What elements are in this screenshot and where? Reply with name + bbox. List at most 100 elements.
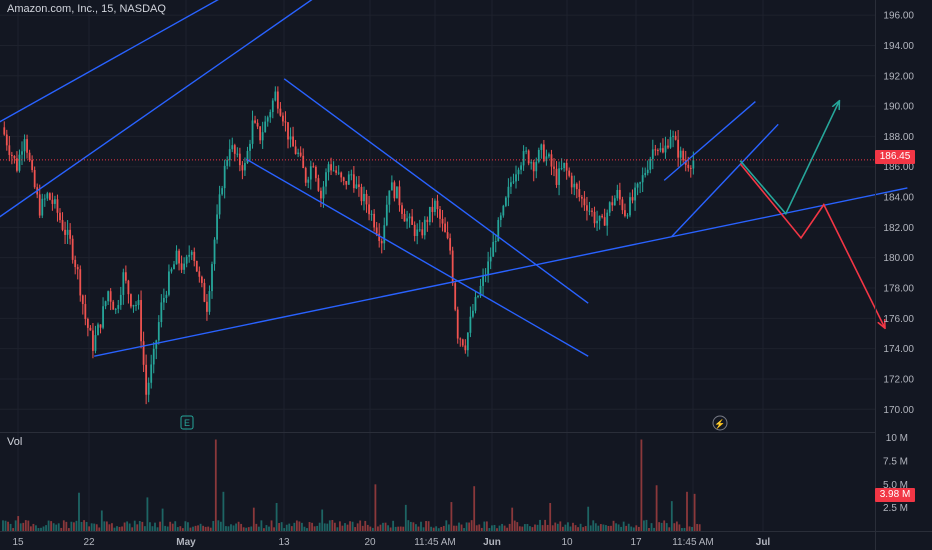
time-axis[interactable]: 15 22 May 13 20 11:45 AM Jun 10 17 11:45 AM Jul	[12, 537, 770, 548]
candle-body	[142, 341, 145, 365]
volume-bar	[255, 523, 258, 531]
rising-support[interactable]	[94, 187, 908, 357]
candle-body	[332, 170, 335, 172]
volume-tick-label: 5.0 M	[883, 480, 908, 491]
drawings[interactable]	[0, 0, 908, 357]
rising-wedge-top[interactable]	[663, 101, 756, 181]
volume-bar	[52, 523, 55, 531]
volume-bar	[65, 521, 68, 531]
price-tick-label: 186.00	[883, 162, 914, 173]
candle-body	[603, 217, 606, 226]
volume-bar	[523, 524, 526, 531]
candle-body	[662, 148, 664, 153]
candle-body	[249, 143, 251, 151]
candle-body	[185, 256, 188, 264]
candle-body	[368, 204, 370, 215]
candle-body	[168, 271, 170, 295]
volume-bar	[394, 526, 397, 531]
volume-bar	[207, 526, 210, 531]
lightning-icon: ⚡	[714, 418, 725, 430]
dividend-marker[interactable]: ⚡	[712, 415, 728, 431]
time-tick-label: Jul	[756, 537, 771, 548]
volume-bar	[328, 520, 331, 531]
rising-wedge-bottom[interactable]	[671, 123, 779, 237]
volume-bar	[442, 525, 445, 531]
candle-body	[33, 169, 36, 188]
candle-body	[365, 193, 368, 205]
time-tick-label: 11:45 AM	[672, 537, 714, 548]
candle-body	[674, 135, 677, 140]
volume-tick-label: 2.5 M	[883, 503, 908, 514]
volume-bar	[19, 523, 22, 531]
candle-body	[426, 219, 429, 223]
candle-body	[413, 224, 416, 237]
event-markers[interactable]: E ⚡	[180, 415, 728, 431]
candle-body	[211, 264, 213, 292]
candle-body	[5, 134, 8, 146]
volume-bars	[2, 439, 701, 531]
volume-bar	[273, 527, 275, 531]
candle-body	[398, 186, 401, 206]
descending-channel-bottom[interactable]	[245, 158, 589, 357]
volume-bar	[371, 527, 374, 531]
candle-body	[312, 166, 315, 168]
descending-channel-top[interactable]	[283, 78, 589, 304]
candle-body	[114, 308, 117, 310]
volume-bar	[146, 497, 149, 531]
candle-body	[555, 168, 558, 185]
bull-scenario-arrow[interactable]	[739, 102, 839, 216]
volume-bar	[678, 524, 681, 531]
candle-body	[340, 172, 343, 178]
candle-body	[449, 238, 452, 251]
earnings-marker[interactable]: E	[180, 415, 194, 430]
volume-bar	[470, 520, 473, 531]
candle-body	[190, 251, 193, 255]
volume-bar	[280, 522, 283, 531]
candle-body	[109, 291, 112, 302]
upper-channel-top[interactable]	[0, 0, 231, 124]
candle-body	[193, 251, 196, 261]
volume-bar	[696, 523, 699, 531]
volume-bar	[450, 502, 453, 531]
candle-body	[580, 196, 583, 199]
time-tick-label: 10	[561, 537, 573, 548]
candle-body	[360, 186, 363, 202]
candle-body	[578, 189, 581, 197]
candle-body	[76, 267, 79, 270]
candle-body	[669, 137, 672, 148]
volume-bar	[103, 521, 106, 531]
candle-body	[618, 189, 621, 200]
volume-bar	[475, 525, 478, 531]
volume-bar	[384, 522, 387, 531]
candle-body	[383, 225, 386, 244]
candle-body	[390, 182, 393, 191]
candle-body	[641, 175, 644, 183]
volume-axis[interactable]: 10 M 7.5 M 5.0 M 2.5 M	[883, 433, 908, 514]
candle-body	[251, 120, 254, 144]
volume-bar	[397, 526, 400, 531]
price-axis[interactable]: 196.00 194.00 192.00 190.00 188.00 186.00 184.…	[883, 11, 914, 416]
volume-bar	[574, 525, 577, 531]
candle-body	[461, 339, 464, 346]
candle-body	[307, 179, 310, 183]
upper-channel-bottom[interactable]	[0, 0, 322, 220]
candle-body	[150, 364, 153, 383]
volume-bar	[435, 526, 438, 531]
time-tick-label: 22	[83, 537, 95, 548]
volume-bar	[313, 526, 316, 531]
candle-body	[646, 169, 649, 174]
volume-bar	[544, 519, 547, 531]
volume-bar	[149, 522, 151, 531]
candle-body	[206, 301, 208, 312]
candle-body	[573, 183, 576, 188]
volume-bar	[582, 527, 585, 531]
volume-bar	[73, 522, 75, 531]
candle-body	[23, 139, 26, 152]
volume-bar	[311, 522, 313, 531]
bear-scenario-arrow[interactable]	[739, 163, 884, 328]
candle-body	[672, 135, 674, 138]
candle-body	[520, 165, 522, 170]
candle-body	[687, 164, 690, 168]
volume-bar	[154, 522, 156, 531]
